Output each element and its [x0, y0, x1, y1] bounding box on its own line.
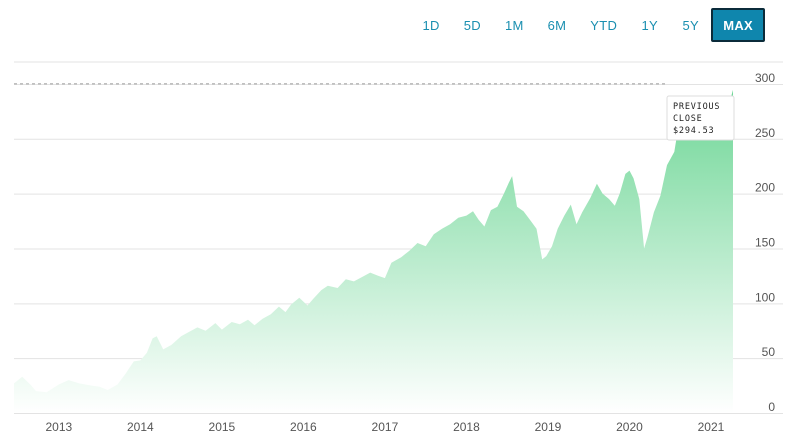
tooltip-value: $294.53: [673, 126, 714, 136]
tooltip-box: [666, 95, 735, 141]
range-button-1d[interactable]: 1D: [422, 17, 440, 33]
x-tick-label: 2013: [45, 420, 72, 434]
x-tick-label: 2015: [209, 420, 236, 434]
y-tick-label: 250: [755, 126, 775, 140]
range-button-1y[interactable]: 1Y: [641, 17, 658, 33]
y-axis: 0 50 100 150 200 250 300: [755, 71, 775, 414]
x-tick-label: 2016: [290, 420, 317, 434]
x-tick-label: 2020: [616, 420, 643, 434]
y-tick-label: 50: [762, 345, 776, 359]
range-button-5d[interactable]: 5D: [463, 17, 481, 33]
y-tick-label: 200: [755, 181, 775, 195]
tooltip-label-line2: CLOSE: [673, 114, 703, 124]
price-area-layer: [14, 89, 733, 414]
x-tick-label: 2018: [453, 420, 480, 434]
y-tick-label: 300: [755, 71, 775, 85]
price-area: [14, 89, 733, 414]
x-tick-label: 2017: [372, 420, 399, 434]
range-button-6m[interactable]: 6M: [547, 17, 567, 33]
x-axis: 2013 2014 2015 2016 2017 2018 2019 2020 2021: [45, 420, 724, 434]
x-tick-label: 2014: [127, 420, 154, 434]
x-tick-label: 2019: [535, 420, 562, 434]
range-selector: 1D 5D 1M 6M YTD 1Y 5Y MAX: [411, 8, 765, 42]
x-tick-label: 2021: [698, 420, 725, 434]
y-tick-label: 150: [755, 235, 775, 249]
y-tick-label: 100: [755, 290, 775, 304]
range-button-5y[interactable]: 5Y: [682, 17, 699, 33]
range-button-ytd[interactable]: YTD: [590, 17, 618, 33]
range-button-1m[interactable]: 1M: [504, 17, 524, 33]
previous-close-tooltip: PREVIOUS CLOSE $294.53: [666, 95, 735, 141]
y-tick-label: 0: [768, 400, 775, 414]
tooltip-label-line1: PREVIOUS: [673, 102, 720, 112]
range-button-max[interactable]: MAX: [711, 8, 765, 42]
